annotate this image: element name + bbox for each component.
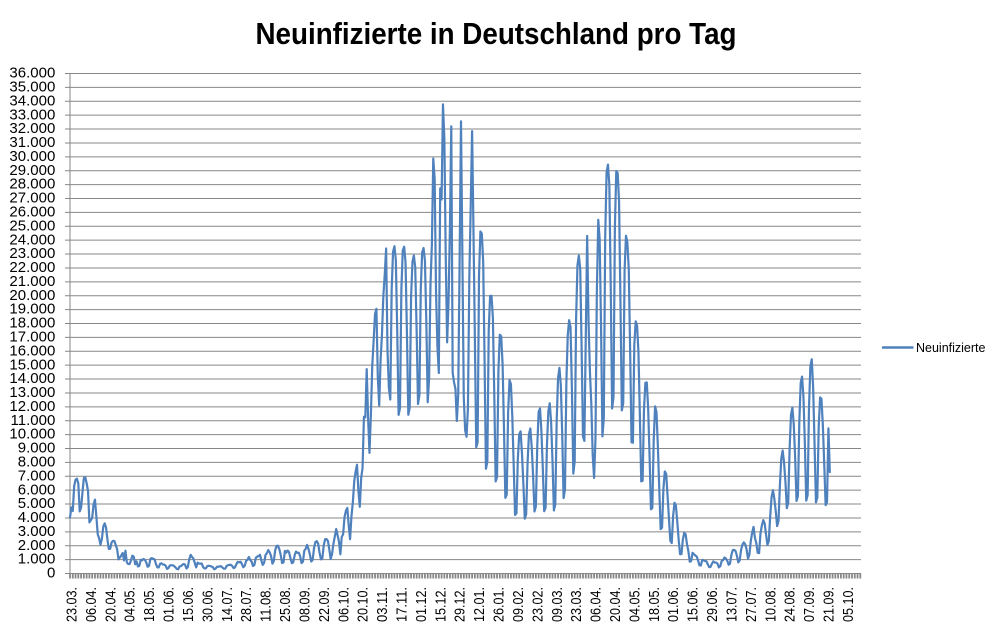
svg-text:01.06.: 01.06. xyxy=(665,587,682,622)
svg-text:14.000: 14.000 xyxy=(9,370,55,387)
svg-text:17.11.: 17.11. xyxy=(393,587,410,622)
svg-text:29.000: 29.000 xyxy=(9,162,55,179)
svg-text:23.03.: 23.03. xyxy=(568,587,585,622)
svg-text:36.000: 36.000 xyxy=(9,65,55,82)
svg-text:01.12.: 01.12. xyxy=(413,587,430,622)
svg-text:23.02.: 23.02. xyxy=(529,587,546,622)
svg-text:3.000: 3.000 xyxy=(18,523,56,540)
svg-text:8.000: 8.000 xyxy=(18,453,56,470)
svg-text:31.000: 31.000 xyxy=(9,134,55,151)
svg-text:35.000: 35.000 xyxy=(9,78,55,95)
svg-text:5.000: 5.000 xyxy=(18,495,56,512)
svg-text:23.03.: 23.03. xyxy=(64,587,81,622)
svg-text:21.09.: 21.09. xyxy=(821,587,838,622)
svg-text:18.05.: 18.05. xyxy=(646,587,663,622)
svg-text:18.05.: 18.05. xyxy=(141,587,158,622)
svg-text:32.000: 32.000 xyxy=(9,120,55,137)
svg-text:15.06.: 15.06. xyxy=(180,587,197,622)
svg-text:9.000: 9.000 xyxy=(18,440,56,457)
svg-text:15.000: 15.000 xyxy=(9,356,55,373)
svg-text:22.000: 22.000 xyxy=(9,259,55,276)
svg-text:20.000: 20.000 xyxy=(9,287,55,304)
svg-text:05.10.: 05.10. xyxy=(840,587,857,622)
svg-text:04.05.: 04.05. xyxy=(626,587,643,622)
svg-text:2.000: 2.000 xyxy=(18,537,56,554)
svg-text:20.04.: 20.04. xyxy=(607,587,624,622)
svg-text:25.08.: 25.08. xyxy=(277,587,294,622)
svg-text:27.000: 27.000 xyxy=(9,190,55,207)
svg-text:18.000: 18.000 xyxy=(9,315,55,332)
svg-text:29.12.: 29.12. xyxy=(452,587,469,622)
svg-text:30.06.: 30.06. xyxy=(199,587,216,622)
svg-text:1.000: 1.000 xyxy=(18,551,56,568)
svg-text:27.07.: 27.07. xyxy=(743,587,760,622)
svg-text:07.09.: 07.09. xyxy=(801,587,818,622)
svg-text:28.07.: 28.07. xyxy=(238,587,255,622)
svg-text:20.04.: 20.04. xyxy=(102,587,119,622)
svg-text:04.05.: 04.05. xyxy=(122,587,139,622)
svg-text:7.000: 7.000 xyxy=(18,467,56,484)
svg-text:26.01.: 26.01. xyxy=(491,587,508,622)
svg-text:4.000: 4.000 xyxy=(18,509,56,526)
svg-text:15.06.: 15.06. xyxy=(685,587,702,622)
svg-text:09.02.: 09.02. xyxy=(510,587,527,622)
svg-text:03.11.: 03.11. xyxy=(374,587,391,622)
svg-text:Neuinfizierte: Neuinfizierte xyxy=(916,341,986,355)
svg-text:16.000: 16.000 xyxy=(9,342,55,359)
svg-text:10.08.: 10.08. xyxy=(762,587,779,622)
svg-text:13.07.: 13.07. xyxy=(723,587,740,622)
svg-text:6.000: 6.000 xyxy=(18,481,56,498)
svg-text:06.10.: 06.10. xyxy=(335,587,352,622)
svg-text:19.000: 19.000 xyxy=(9,301,55,318)
svg-text:08.09.: 08.09. xyxy=(296,587,313,622)
svg-text:17.000: 17.000 xyxy=(9,328,55,345)
svg-text:22.09.: 22.09. xyxy=(316,587,333,622)
svg-text:12.01.: 12.01. xyxy=(471,587,488,622)
svg-text:06.04.: 06.04. xyxy=(83,587,100,622)
svg-text:29.06.: 29.06. xyxy=(704,587,721,622)
svg-text:01.06.: 01.06. xyxy=(161,587,178,622)
svg-text:28.000: 28.000 xyxy=(9,176,55,193)
svg-text:14.07.: 14.07. xyxy=(219,587,236,622)
svg-text:11.08.: 11.08. xyxy=(258,587,275,622)
svg-text:30.000: 30.000 xyxy=(9,148,55,165)
svg-text:09.03.: 09.03. xyxy=(549,587,566,622)
svg-text:24.08.: 24.08. xyxy=(782,587,799,622)
svg-text:13.000: 13.000 xyxy=(9,384,55,401)
svg-text:24.000: 24.000 xyxy=(9,231,55,248)
svg-text:12.000: 12.000 xyxy=(9,398,55,415)
svg-text:20.10.: 20.10. xyxy=(355,587,372,622)
svg-text:15.12.: 15.12. xyxy=(432,587,449,622)
svg-text:34.000: 34.000 xyxy=(9,92,55,109)
svg-text:11.000: 11.000 xyxy=(11,412,56,429)
svg-text:25.000: 25.000 xyxy=(9,217,55,234)
svg-text:06.04.: 06.04. xyxy=(588,587,605,622)
svg-text:Neuinfizierte in Deutschland p: Neuinfizierte in Deutschland pro Tag xyxy=(256,16,737,51)
svg-text:21.000: 21.000 xyxy=(9,273,55,290)
svg-text:23.000: 23.000 xyxy=(9,245,55,262)
svg-text:26.000: 26.000 xyxy=(9,203,55,220)
svg-text:10.000: 10.000 xyxy=(9,426,55,443)
svg-text:0: 0 xyxy=(47,565,55,582)
svg-text:33.000: 33.000 xyxy=(9,106,55,123)
